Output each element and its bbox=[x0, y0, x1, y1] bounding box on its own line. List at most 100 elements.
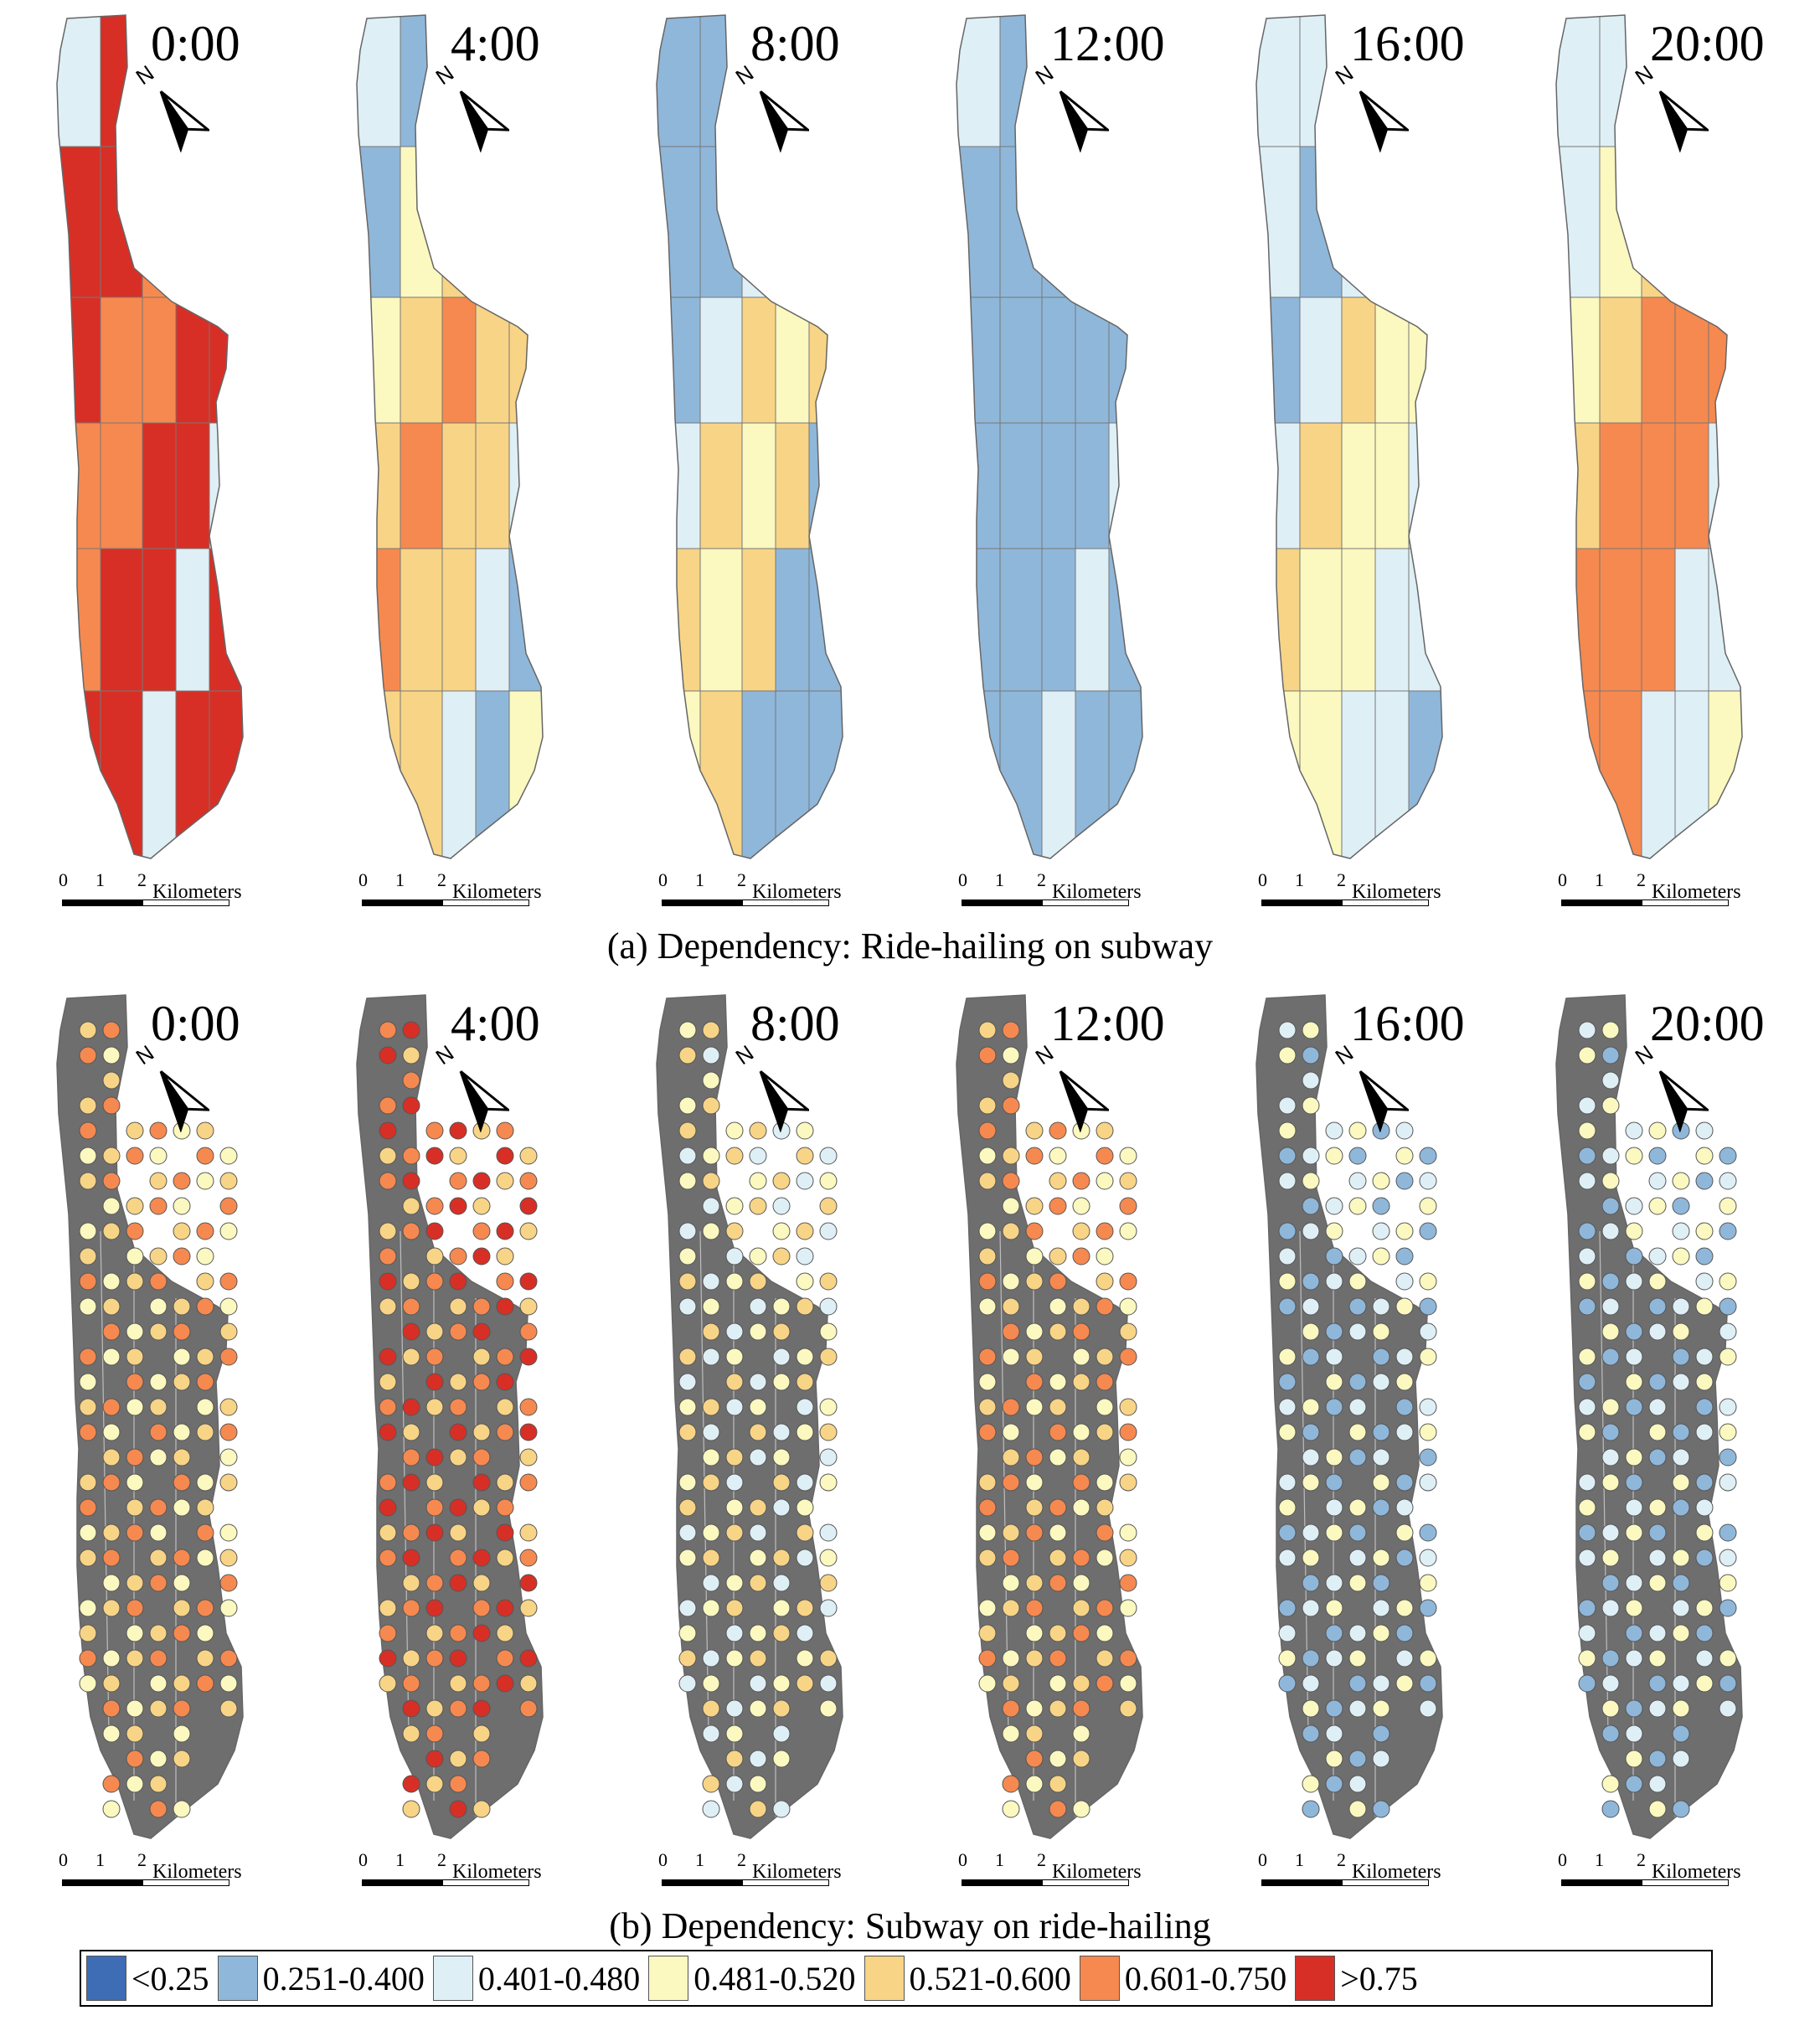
zone bbox=[1256, 15, 1301, 147]
zone bbox=[1108, 146, 1142, 298]
subway-station bbox=[819, 1574, 838, 1592]
subway-station bbox=[1672, 1800, 1690, 1818]
scale-tick: 2 bbox=[437, 1849, 446, 1870]
north-label: N bbox=[1633, 60, 1658, 90]
subway-station bbox=[79, 1021, 97, 1039]
subway-station bbox=[102, 1222, 121, 1240]
subway-station bbox=[149, 1197, 168, 1215]
subway-station bbox=[1625, 1750, 1643, 1768]
map-row-ride-hailing-on-subway: 0:00 N 0 1 2 Kilometers 4:00 N 0 1 2 Kilometers 8:00… bbox=[0, 0, 1820, 930]
subway-station bbox=[425, 1498, 444, 1517]
subway-station bbox=[1072, 1322, 1090, 1341]
subway-station bbox=[1348, 1373, 1367, 1391]
subway-station bbox=[1419, 1699, 1437, 1718]
subway-station bbox=[449, 1775, 467, 1793]
subway-station bbox=[1049, 1574, 1067, 1592]
subway-station bbox=[678, 1398, 697, 1416]
subway-station bbox=[1719, 1448, 1737, 1467]
subway-station bbox=[102, 1398, 121, 1416]
subway-station bbox=[702, 1172, 720, 1190]
subway-station bbox=[1672, 1498, 1690, 1517]
subway-station bbox=[796, 1674, 814, 1693]
subway-station bbox=[173, 1574, 191, 1592]
subway-station bbox=[1578, 1624, 1596, 1642]
subway-station bbox=[102, 1649, 121, 1668]
legend-swatch bbox=[648, 1956, 689, 2001]
subway-station bbox=[173, 1549, 191, 1567]
subway-station bbox=[978, 1498, 997, 1517]
subway-station bbox=[126, 1448, 144, 1467]
subway-station bbox=[1325, 1473, 1343, 1492]
subway-station bbox=[149, 1549, 168, 1567]
zone bbox=[657, 422, 701, 549]
subway-station bbox=[1672, 1247, 1690, 1266]
subway-station bbox=[1395, 1373, 1414, 1391]
subway-station bbox=[1601, 1724, 1620, 1743]
subway-station bbox=[1419, 1448, 1437, 1467]
subway-station bbox=[219, 1523, 238, 1542]
subway-station bbox=[702, 1649, 720, 1668]
subway-station bbox=[678, 1674, 697, 1693]
time-label: 16:00 bbox=[1350, 16, 1465, 71]
subway-station bbox=[796, 1398, 814, 1416]
subway-station bbox=[1372, 1599, 1390, 1617]
subway-station bbox=[379, 1423, 397, 1441]
subway-station bbox=[1601, 1021, 1620, 1039]
subway-station bbox=[1695, 1674, 1714, 1693]
subway-station bbox=[496, 1523, 514, 1542]
subway-station bbox=[1419, 1674, 1437, 1693]
zone bbox=[1041, 146, 1076, 298]
subway-station bbox=[1395, 1599, 1414, 1617]
subway-station bbox=[1002, 1147, 1020, 1165]
subway-station bbox=[219, 1297, 238, 1316]
zone bbox=[1299, 548, 1343, 692]
scale-tick: 2 bbox=[437, 869, 446, 890]
zone bbox=[956, 15, 1001, 147]
subway-station bbox=[1278, 1046, 1297, 1064]
subway-station bbox=[449, 1398, 467, 1416]
subway-station bbox=[126, 1599, 144, 1617]
subway-station bbox=[1625, 1574, 1643, 1592]
subway-station bbox=[102, 1448, 121, 1467]
subway-station bbox=[102, 1147, 121, 1165]
scale-bar: 0 1 2 Kilometers bbox=[59, 1851, 293, 1886]
subway-station bbox=[1672, 1172, 1690, 1190]
subway-station bbox=[472, 1423, 491, 1441]
subway-station bbox=[978, 1021, 997, 1039]
subway-station bbox=[173, 1624, 191, 1642]
subway-station bbox=[1719, 1297, 1737, 1316]
subway-station bbox=[1002, 1398, 1020, 1416]
subway-station bbox=[149, 1423, 168, 1441]
subway-station bbox=[1648, 1373, 1667, 1391]
subway-station bbox=[1578, 1599, 1596, 1617]
subway-station bbox=[796, 1297, 814, 1316]
subway-station bbox=[1395, 1649, 1414, 1668]
subway-station bbox=[1578, 1523, 1596, 1542]
subway-station bbox=[1719, 1674, 1737, 1693]
subway-station bbox=[1672, 1222, 1690, 1240]
subway-station bbox=[1002, 1046, 1020, 1064]
subway-station bbox=[749, 1172, 767, 1190]
subway-station bbox=[1625, 1272, 1643, 1291]
scale-tick: 0 bbox=[1558, 869, 1567, 890]
subway-station bbox=[749, 1448, 767, 1467]
subway-station bbox=[725, 1147, 744, 1165]
subway-station bbox=[1302, 1297, 1320, 1316]
zone bbox=[400, 422, 443, 549]
subway-station bbox=[772, 1599, 791, 1617]
subway-station bbox=[379, 1649, 397, 1668]
zone bbox=[1599, 690, 1642, 858]
legend-label: 0.521-0.600 bbox=[909, 1959, 1071, 1997]
subway-station bbox=[1119, 1172, 1137, 1190]
subway-station bbox=[1049, 1448, 1067, 1467]
zone bbox=[1256, 422, 1301, 549]
zone bbox=[775, 548, 810, 692]
subway-station bbox=[1601, 1096, 1620, 1115]
subway-station bbox=[1695, 1599, 1714, 1617]
subway-station bbox=[1002, 1423, 1020, 1441]
legend-label: 0.481-0.520 bbox=[693, 1959, 856, 1997]
zone bbox=[1341, 422, 1376, 549]
subway-station bbox=[1719, 1649, 1737, 1668]
subway-station bbox=[796, 1373, 814, 1391]
subway-station bbox=[772, 1724, 791, 1743]
